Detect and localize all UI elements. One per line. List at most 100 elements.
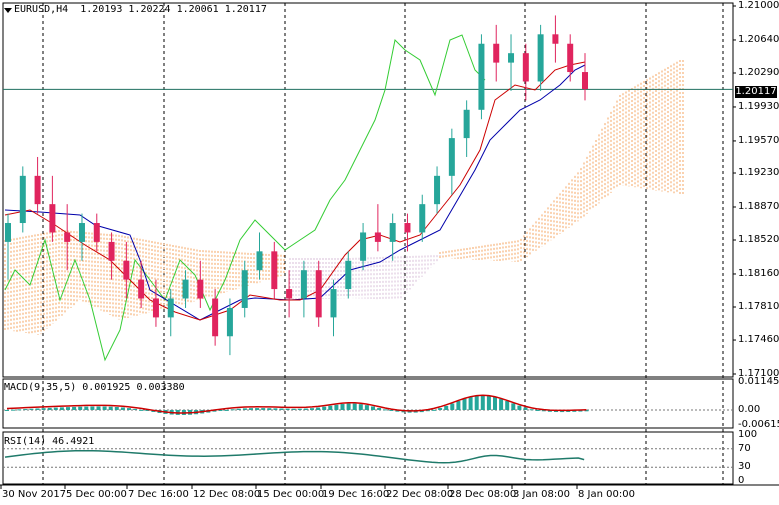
macd-histogram-bar [511, 403, 516, 410]
rsi-tick-label: 0 [738, 475, 745, 486]
rsi-tick-label: 70 [738, 442, 751, 454]
macd-histogram-bar [224, 409, 229, 411]
time-tick-label: 8 Jan 00:00 [578, 489, 635, 500]
macd-histogram-bar [59, 407, 64, 410]
symbol-title: EURUSD,H4 1.20193 1.20224 1.20061 1.2011… [14, 4, 267, 15]
candle-body [256, 251, 263, 271]
candle-body [182, 279, 189, 299]
candle-body [5, 223, 11, 242]
time-tick-label: 3 Jan 08:00 [513, 489, 570, 500]
macd-histogram-bar [41, 408, 46, 410]
candle-body [419, 204, 426, 233]
candle-body [478, 43, 485, 110]
macd-histogram-bar [218, 409, 223, 411]
macd-histogram-bar [212, 409, 217, 412]
macd-histogram-bar [29, 408, 34, 410]
macd-histogram-bar [450, 403, 455, 410]
time-tick-label: 7 Dec 16:00 [128, 489, 189, 500]
macd-tick-label: -0.00615 [738, 419, 779, 430]
candle-body [404, 223, 411, 233]
macd-histogram-bar [145, 409, 150, 411]
rsi-tick-label: 30 [738, 461, 751, 473]
macd-histogram-bar [499, 398, 504, 410]
macd-histogram-bar [529, 409, 534, 411]
price-tick-label: 1.19930 [738, 100, 779, 112]
candle-body [508, 53, 515, 63]
macd-histogram-bar [108, 406, 113, 410]
macd-histogram-bar [279, 408, 284, 410]
candle-body [374, 232, 381, 242]
time-tick-label: 12 Dec 08:00 [193, 489, 261, 500]
macd-histogram-bar [395, 409, 400, 412]
macd-histogram-bar [114, 406, 119, 410]
candle-body [226, 307, 233, 337]
macd-histogram-bar [334, 404, 339, 410]
candle-body [552, 34, 559, 44]
candle-body [389, 223, 396, 242]
candle-body [434, 175, 441, 205]
macd-histogram-bar [255, 408, 260, 410]
candle-body [567, 43, 574, 73]
rsi-tick-label: 100 [738, 429, 758, 440]
macd-histogram-bar [102, 406, 107, 410]
candle-body [300, 270, 307, 299]
macd-histogram-bar [584, 409, 589, 412]
time-tick-label: 19 Dec 16:00 [322, 489, 390, 500]
macd-tick-label: 0.011456 [738, 376, 779, 387]
time-tick-label: 28 Dec 08:00 [449, 489, 517, 500]
macd-title: MACD(9,35,5) 0.001925 0.003380 [4, 382, 185, 393]
macd-histogram-bar [267, 408, 272, 410]
candle-body [493, 43, 500, 63]
macd-histogram-bar [139, 409, 144, 411]
time-tick-label: 22 Dec 08:00 [386, 489, 454, 500]
macd-histogram-bar [425, 409, 430, 412]
macd-histogram-bar [523, 407, 528, 410]
macd-histogram-bar [72, 406, 77, 410]
candle-body [123, 260, 130, 280]
price-tick-label: 1.20640 [738, 33, 779, 45]
macd-histogram-bar [346, 403, 351, 410]
macd-histogram-bar [438, 408, 443, 410]
candle-body [345, 260, 352, 290]
candle-body [108, 241, 115, 261]
macd-histogram-bar [96, 406, 101, 410]
time-tick-label: 15 Dec 00:00 [257, 489, 325, 500]
macd-histogram-bar [310, 408, 314, 410]
macd-pane [2, 378, 734, 429]
macd-histogram-bar [273, 408, 278, 410]
candle-body [271, 251, 278, 290]
candle-body [197, 279, 204, 299]
macd-histogram-bar [328, 405, 333, 410]
kumo-right [439, 60, 684, 262]
macd-histogram-bar [236, 408, 241, 410]
macd-histogram-bar [261, 408, 266, 410]
chikou-span-line [4, 34, 486, 362]
macd-histogram-bar [493, 396, 497, 410]
rsi-pane [2, 431, 734, 485]
price-tick-label: 1.17100 [738, 368, 779, 379]
candle-body [360, 232, 367, 261]
macd-histogram-bar [505, 400, 510, 410]
macd-histogram-bar [541, 409, 546, 412]
macd-histogram-bar [242, 408, 247, 410]
macd-histogram-bar [127, 408, 131, 410]
macd-histogram-bar [297, 408, 302, 410]
candle-body [582, 72, 588, 90]
symbol-menu-icon[interactable] [4, 8, 12, 13]
candle-body [330, 289, 337, 318]
candle-body [463, 109, 470, 139]
macd-histogram-bar [5, 409, 9, 411]
current-price-badge: 1.20117 [735, 86, 777, 98]
macd-histogram-bar [364, 405, 369, 410]
rsi-line [4, 449, 585, 464]
macd-histogram-bar [377, 407, 382, 410]
macd-histogram-bar [66, 407, 70, 410]
candle-body [315, 270, 322, 318]
candle-body [241, 270, 248, 308]
candle-body [64, 232, 71, 242]
macd-histogram-bar [133, 408, 138, 410]
macd-histogram-bar [517, 405, 522, 410]
macd-histogram-bar [444, 405, 449, 410]
macd-signal-line [6, 394, 587, 414]
